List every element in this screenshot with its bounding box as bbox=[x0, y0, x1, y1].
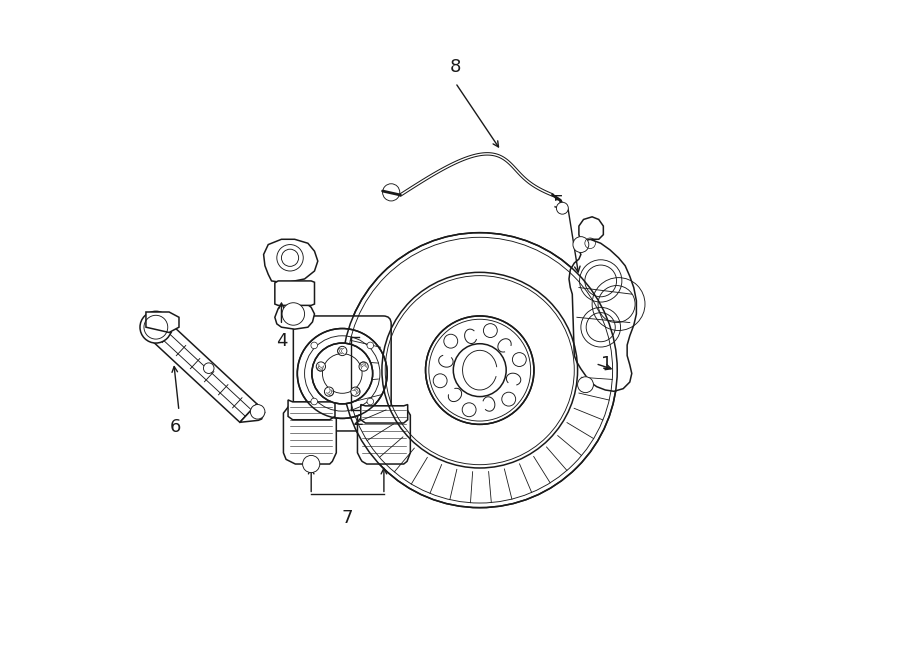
Circle shape bbox=[580, 307, 620, 347]
Circle shape bbox=[359, 362, 368, 371]
Text: 8: 8 bbox=[450, 58, 461, 76]
Circle shape bbox=[463, 403, 476, 416]
Circle shape bbox=[444, 334, 458, 348]
Text: 5: 5 bbox=[553, 194, 563, 212]
Text: 4: 4 bbox=[275, 332, 287, 350]
Circle shape bbox=[203, 363, 214, 373]
Circle shape bbox=[342, 233, 617, 508]
Circle shape bbox=[277, 245, 303, 271]
Polygon shape bbox=[264, 239, 318, 283]
Text: 1: 1 bbox=[600, 354, 612, 373]
Circle shape bbox=[338, 346, 346, 356]
Polygon shape bbox=[274, 281, 314, 305]
Circle shape bbox=[580, 260, 622, 302]
Circle shape bbox=[310, 342, 318, 349]
Polygon shape bbox=[361, 405, 408, 423]
Polygon shape bbox=[579, 217, 603, 241]
Polygon shape bbox=[357, 406, 410, 464]
Circle shape bbox=[316, 362, 326, 371]
Circle shape bbox=[367, 398, 374, 405]
Polygon shape bbox=[239, 404, 265, 422]
Circle shape bbox=[433, 374, 447, 388]
Circle shape bbox=[250, 405, 265, 419]
Text: 2: 2 bbox=[353, 410, 364, 429]
Polygon shape bbox=[146, 312, 179, 332]
Circle shape bbox=[140, 311, 172, 343]
Circle shape bbox=[312, 343, 373, 404]
Polygon shape bbox=[284, 402, 337, 464]
Text: 3: 3 bbox=[361, 377, 373, 396]
Circle shape bbox=[502, 392, 516, 406]
Circle shape bbox=[324, 387, 334, 397]
Text: 7: 7 bbox=[342, 509, 354, 527]
Circle shape bbox=[454, 344, 506, 397]
Circle shape bbox=[483, 324, 498, 338]
Polygon shape bbox=[274, 299, 314, 329]
Circle shape bbox=[302, 455, 320, 473]
Circle shape bbox=[367, 342, 374, 349]
Circle shape bbox=[351, 387, 360, 397]
Circle shape bbox=[426, 316, 534, 424]
Circle shape bbox=[282, 303, 304, 325]
Circle shape bbox=[512, 352, 526, 366]
Circle shape bbox=[578, 377, 593, 393]
Text: 6: 6 bbox=[170, 418, 182, 436]
Circle shape bbox=[297, 329, 387, 418]
Circle shape bbox=[573, 237, 589, 253]
Polygon shape bbox=[288, 400, 335, 420]
Polygon shape bbox=[148, 318, 256, 422]
Circle shape bbox=[310, 398, 318, 405]
Circle shape bbox=[382, 184, 400, 201]
Circle shape bbox=[556, 202, 568, 214]
Polygon shape bbox=[569, 239, 636, 391]
FancyBboxPatch shape bbox=[293, 316, 392, 431]
